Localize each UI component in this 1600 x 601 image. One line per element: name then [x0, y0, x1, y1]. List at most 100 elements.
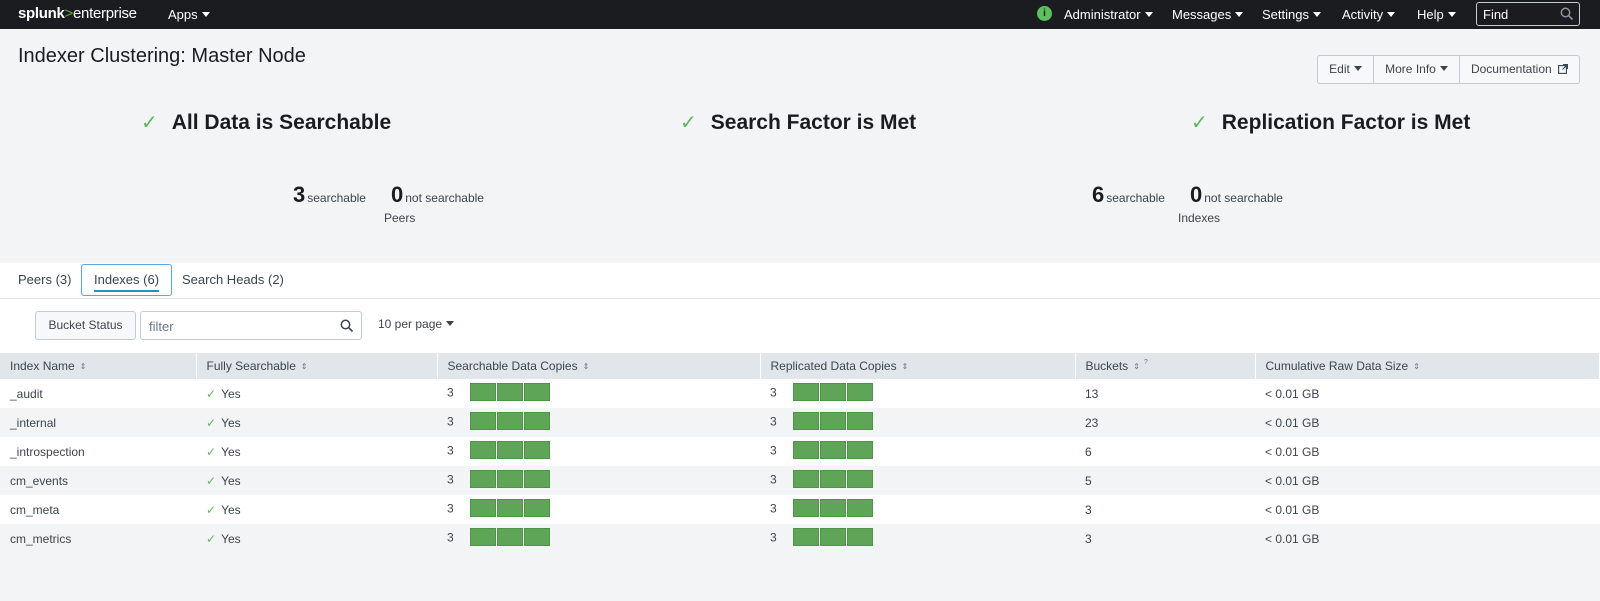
- table-row: _audit ✓ Yes 3 3 13 < 0.01 GB: [0, 379, 1600, 408]
- more-info-button[interactable]: More Info: [1374, 55, 1460, 84]
- copy-bar: [523, 499, 550, 517]
- column-header-replicated-copies[interactable]: Replicated Data Copies ⇕: [760, 353, 1076, 379]
- searchable-copies-cell: 3: [437, 379, 760, 408]
- copies-count: 3: [770, 414, 777, 429]
- table-row: _introspection ✓ Yes 3 3 6 < 0.01 GB: [0, 437, 1600, 466]
- replicated-copies-cell: 3: [760, 524, 1075, 553]
- copy-bars: [469, 528, 551, 549]
- stat-number: 3: [293, 182, 306, 207]
- documentation-button-label: Documentation: [1470, 62, 1552, 76]
- more-info-button-label: More Info: [1385, 62, 1436, 76]
- searchable-value: Yes: [221, 386, 241, 401]
- user-menu[interactable]: Administrator: [1064, 7, 1153, 22]
- raw-data-size-cell: < 0.01 GB: [1255, 408, 1600, 437]
- column-header-searchable-copies[interactable]: Searchable Data Copies ⇕: [437, 353, 761, 379]
- column-header-buckets[interactable]: Buckets ⇕?: [1075, 353, 1256, 379]
- buckets-count: 6: [1085, 444, 1092, 459]
- help-menu-label: Help: [1417, 7, 1444, 22]
- per-page-label: 10 per page: [378, 317, 443, 331]
- caret-down-icon: [1235, 12, 1244, 17]
- index-name: _audit: [10, 386, 43, 401]
- copy-bars: [469, 441, 551, 462]
- page-footer: [0, 553, 1600, 601]
- buckets-count: 23: [1085, 415, 1099, 430]
- filter-input[interactable]: [149, 318, 329, 334]
- sort-icon[interactable]: ⇕: [1413, 362, 1420, 371]
- copy-bar: [496, 383, 523, 401]
- copy-bars: [469, 499, 551, 520]
- info-icon[interactable]: i: [1037, 6, 1052, 21]
- table-header-row: Index Name ⇕ Fully Searchable ⇕ Searchable…: [0, 353, 1600, 379]
- sort-icon[interactable]: ⇕: [1133, 362, 1140, 371]
- tab-search-heads[interactable]: Search Heads (2): [182, 272, 284, 287]
- raw-data-size-cell: < 0.01 GB: [1255, 466, 1600, 495]
- copy-bar: [523, 441, 550, 459]
- edit-button[interactable]: Edit: [1317, 55, 1374, 84]
- activity-menu[interactable]: Activity: [1342, 7, 1396, 22]
- apps-menu[interactable]: Apps: [168, 7, 210, 22]
- bucket-status-button[interactable]: Bucket Status: [35, 311, 136, 340]
- status-text: Search Factor is Met: [710, 111, 917, 134]
- sort-icon[interactable]: ⇕: [901, 362, 909, 371]
- sort-icon[interactable]: ⇕: [582, 362, 590, 371]
- column-header-index-name[interactable]: Index Name ⇕: [0, 353, 197, 379]
- buckets-cell: 5: [1075, 466, 1255, 495]
- table-row: cm_metrics ✓ Yes 3 3 3 < 0.01 GB: [0, 524, 1600, 553]
- copies-count: 3: [447, 472, 454, 487]
- copy-bars: [792, 412, 874, 433]
- buckets-count: 5: [1085, 473, 1092, 488]
- stat-label: searchable: [307, 191, 366, 205]
- sort-icon[interactable]: ⇕: [79, 362, 87, 371]
- settings-menu[interactable]: Settings: [1262, 7, 1321, 22]
- find-input[interactable]: [1483, 6, 1553, 22]
- sort-icon[interactable]: ⇕: [300, 362, 308, 371]
- raw-data-size-cell: < 0.01 GB: [1255, 379, 1600, 408]
- table-row: _internal ✓ Yes 3 3 23 < 0.01 GB: [0, 408, 1600, 437]
- copy-bar: [792, 470, 819, 488]
- filter-field[interactable]: [140, 311, 362, 340]
- buckets-cell: 23: [1075, 408, 1255, 437]
- tab-peers[interactable]: Peers (3): [18, 272, 72, 287]
- replicated-copies-cell: 3: [760, 437, 1075, 466]
- buckets-cell: 3: [1075, 495, 1255, 524]
- raw-data-size: < 0.01 GB: [1265, 386, 1320, 401]
- replicated-copies-cell: 3: [760, 466, 1075, 495]
- messages-menu[interactable]: Messages: [1172, 7, 1244, 22]
- search-icon[interactable]: [340, 319, 354, 336]
- index-name: _internal: [10, 415, 57, 430]
- raw-data-size: < 0.01 GB: [1265, 502, 1320, 517]
- help-menu[interactable]: Help: [1417, 7, 1456, 22]
- searchable-value: Yes: [221, 415, 241, 430]
- copy-bar: [496, 528, 523, 546]
- column-header-raw-data-size[interactable]: Cumulative Raw Data Size ⇕: [1255, 353, 1600, 379]
- tab-indexes[interactable]: Indexes (6): [81, 264, 173, 296]
- column-label: Fully Searchable: [206, 359, 296, 373]
- copy-bar: [819, 412, 846, 430]
- check-icon: ✓: [206, 386, 217, 401]
- searchable-value: Yes: [221, 473, 241, 488]
- documentation-button[interactable]: Documentation: [1460, 55, 1580, 84]
- find-field[interactable]: [1476, 2, 1580, 26]
- copy-bar: [846, 441, 873, 459]
- buckets-cell: 13: [1075, 379, 1255, 408]
- copy-bar: [523, 383, 550, 401]
- copy-bar: [523, 528, 550, 546]
- per-page-dropdown[interactable]: 10 per page: [378, 317, 455, 331]
- stat-number: 0: [391, 182, 404, 207]
- searchable-copies-cell: 3: [437, 466, 760, 495]
- copies-count: 3: [770, 501, 777, 516]
- buckets-cell: 6: [1075, 437, 1255, 466]
- copy-bar: [792, 499, 819, 517]
- splunk-logo[interactable]: splunk>enterprise: [18, 5, 137, 22]
- column-header-fully-searchable[interactable]: Fully Searchable ⇕: [196, 353, 438, 379]
- stat-number: 6: [1092, 182, 1105, 207]
- caret-down-icon: [1447, 12, 1456, 17]
- search-icon[interactable]: [1560, 7, 1574, 24]
- copies-count: 3: [447, 530, 454, 545]
- tab-bar: Peers (3) Indexes (6) Search Heads (2): [0, 263, 1600, 299]
- copy-bar: [496, 470, 523, 488]
- raw-data-size: < 0.01 GB: [1265, 444, 1320, 459]
- copy-bar: [846, 383, 873, 401]
- help-icon[interactable]: ?: [1143, 359, 1148, 366]
- indexes-caption: Indexes: [1178, 211, 1221, 225]
